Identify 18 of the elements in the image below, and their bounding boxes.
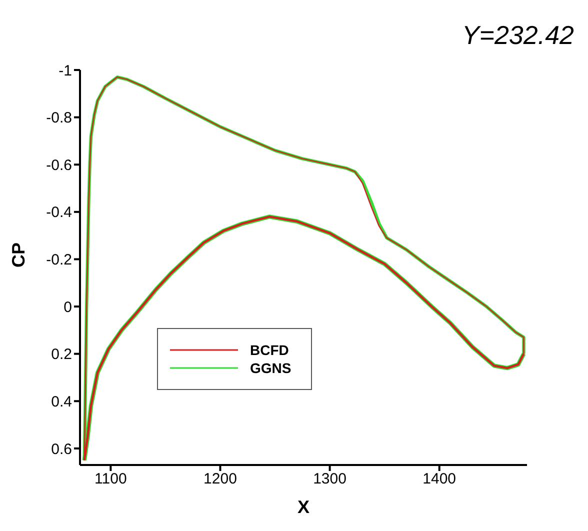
chart-title: Y=232.42 <box>462 20 574 51</box>
y-tick-label: 0.4 <box>51 393 72 410</box>
legend-label: GGNS <box>250 360 292 376</box>
y-tick-label: 0.2 <box>51 346 72 364</box>
y-tick-label: 0.6 <box>51 440 72 458</box>
x-tick-label: 1100 <box>94 470 127 488</box>
x-tick-label: 1300 <box>313 470 346 488</box>
y-tick-label: -1 <box>58 62 72 80</box>
y-tick-label: -0.6 <box>46 156 72 174</box>
x-tick-label: 1400 <box>422 470 456 488</box>
y-axis-title: CP <box>8 242 28 268</box>
x-axis-title: X <box>297 497 310 517</box>
y-tick-label: -0.2 <box>46 252 72 269</box>
x-tick-label: 1200 <box>204 470 237 488</box>
legend-label: BCFD <box>250 342 289 358</box>
y-tick-label: 0 <box>64 298 72 316</box>
y-tick-label: -0.4 <box>46 204 72 222</box>
y-tick-label: -0.8 <box>46 110 72 127</box>
